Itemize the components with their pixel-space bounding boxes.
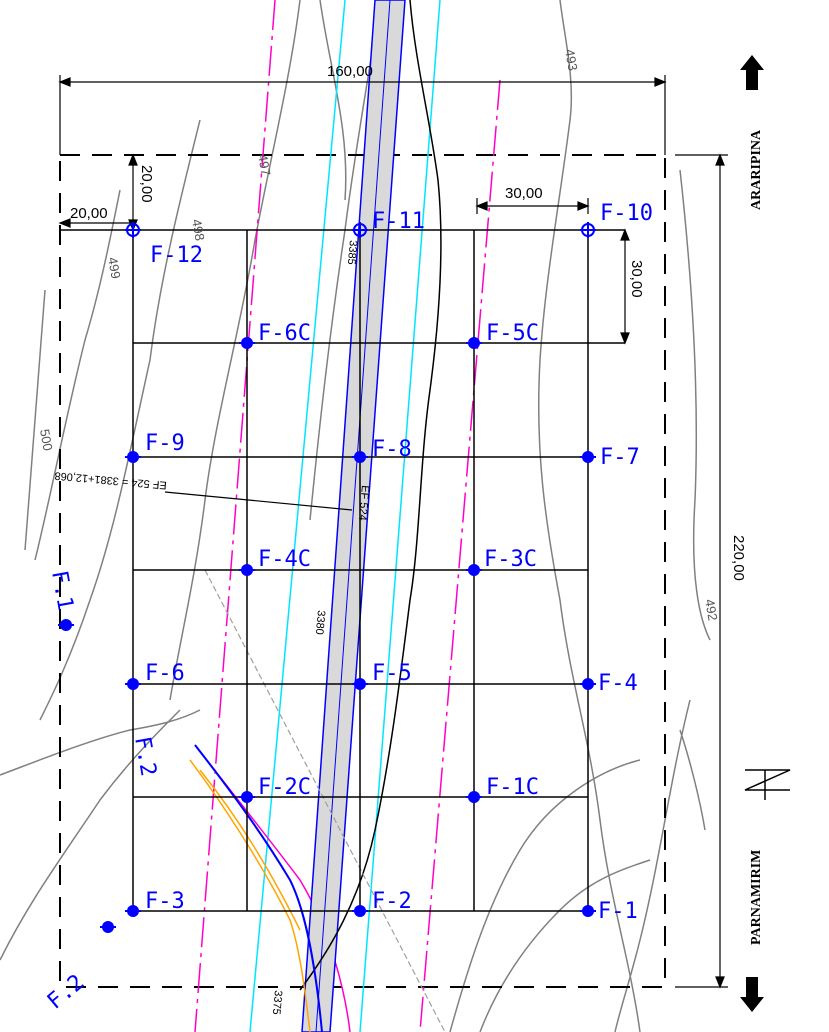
- contour-label-498: 498: [189, 218, 208, 242]
- borehole-f7: [580, 451, 596, 463]
- borehole-f6: [125, 678, 141, 690]
- label-f6c: F-6C: [258, 321, 311, 346]
- label-f5c: F-5C: [486, 321, 539, 346]
- label-f1c: F-1C: [486, 775, 539, 800]
- label-f10: F-10: [600, 201, 653, 226]
- contour-line-497: [169, 0, 301, 701]
- contour-label-492: 492: [702, 598, 721, 622]
- borehole-f3: [125, 905, 141, 917]
- dim-spacing-x: 30,00: [505, 185, 543, 202]
- contour-label-493: 493: [562, 48, 581, 72]
- contour-line-b: [319, 0, 347, 201]
- direction-south-label: PARNAMIRIM: [749, 850, 764, 945]
- borehole-f1: [580, 905, 596, 917]
- borehole-f4c: [239, 564, 255, 576]
- station-3375: 3375: [270, 990, 284, 1015]
- road: [301, 0, 406, 1032]
- contour-label-499: 499: [105, 256, 124, 280]
- borehole-f4: [580, 678, 596, 690]
- label-f11: F-11: [372, 209, 425, 234]
- contour-label-497: 497: [255, 153, 274, 177]
- contour-line-f: [479, 859, 651, 1032]
- borehole-f6c: [239, 337, 255, 349]
- label-f5: F-5: [372, 661, 412, 686]
- contour-line-g: [679, 729, 706, 831]
- arrow-down-icon: [740, 977, 764, 1012]
- borehole-f1c: [466, 791, 482, 803]
- contour-line-492b: [614, 699, 691, 1032]
- label-f8: F-8: [372, 437, 412, 462]
- direction-north-label: ARARIPINA: [749, 129, 764, 210]
- label-f12: F-12: [150, 243, 203, 268]
- borehole-f10: [580, 222, 596, 238]
- borehole-f8: [352, 451, 368, 463]
- contour-label-500: 500: [37, 428, 56, 452]
- label-f3: F-3: [145, 889, 185, 914]
- contour-line-492: [679, 169, 711, 641]
- station-3385: 3385: [345, 240, 359, 265]
- contour-line-493: [537, 0, 641, 1032]
- dim-width-total: 160,00: [327, 63, 373, 80]
- label-f1-ext: F.1: [46, 569, 78, 612]
- dimension-texts: 160,00 220,00 30,00 30,00 20,00 20,00: [70, 63, 747, 581]
- dim-spacing-y: 30,00: [628, 260, 645, 298]
- dim-offset-x: 20,00: [70, 205, 108, 222]
- black-curve: [299, 0, 442, 991]
- north-symbol-icon: [744, 769, 791, 800]
- ef-label: EF 524: [356, 485, 371, 521]
- label-f4c: F-4C: [258, 547, 311, 572]
- direction-ararpina: ARARIPINA: [740, 55, 764, 210]
- dim-height-total: 220,00: [730, 535, 747, 581]
- borehole-f1-ext: [58, 619, 74, 631]
- borehole-f3c: [466, 564, 482, 576]
- label-f2c: F-2C: [258, 775, 311, 800]
- contour-labels: 493 492 497 498 499 500: [37, 48, 721, 622]
- label-f1: F-1: [598, 899, 638, 924]
- arrow-up-icon: [740, 55, 764, 90]
- label-f2-ext-b: F.2: [43, 970, 90, 1015]
- survey-boundary: [59, 154, 666, 988]
- borehole-f12: [125, 222, 141, 238]
- station-note: EF 524 = 3381+12,068: [54, 469, 167, 491]
- borehole-f5: [352, 678, 368, 690]
- borehole-f2-ext: [100, 921, 116, 933]
- contour-line-499: [34, 189, 121, 561]
- borehole-f9: [125, 451, 141, 463]
- station-leader: [164, 491, 353, 511]
- label-f2: F-2: [372, 889, 412, 914]
- borehole-markers: [58, 222, 596, 933]
- dim-offset-y: 20,00: [138, 165, 155, 203]
- label-f6: F-6: [145, 661, 185, 686]
- road-centerline: [315, 0, 391, 1032]
- label-f7: F-7: [600, 445, 640, 470]
- station-3380: 3380: [313, 610, 327, 635]
- label-f9: F-9: [145, 431, 185, 456]
- contour-line-d: [0, 709, 181, 961]
- borehole-f2: [352, 905, 368, 917]
- borehole-f11: [352, 222, 368, 238]
- grey-diagonal: [204, 569, 446, 1032]
- borehole-f5c: [466, 337, 482, 349]
- contour-line-e: [449, 759, 641, 1032]
- direction-parnamirim: PARNAMIRIM: [740, 850, 764, 1012]
- label-f4: F-4: [598, 671, 638, 696]
- contour-line-c: [0, 709, 201, 776]
- label-f2-ext: F.2: [129, 735, 161, 778]
- contour-line-500: [24, 289, 46, 551]
- borehole-f2c: [239, 791, 255, 803]
- label-f3c: F-3C: [484, 547, 537, 572]
- dimension-lines: [58, 75, 728, 989]
- cyan-lines: [249, 0, 441, 1032]
- blue-diagonal: [194, 744, 323, 1032]
